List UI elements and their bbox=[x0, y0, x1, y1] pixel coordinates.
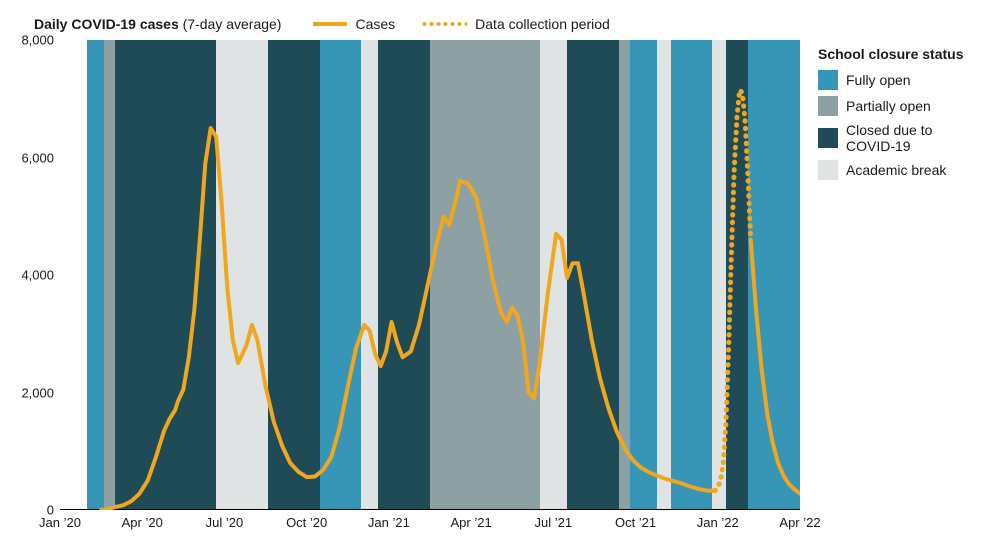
chart-title-bold: Daily COVID-19 cases bbox=[34, 16, 179, 32]
x-tick: Jan ’20 bbox=[39, 509, 81, 530]
status-band-partially_open bbox=[430, 40, 540, 509]
x-tick: Jan ’22 bbox=[697, 509, 739, 530]
x-tick: Jul ’20 bbox=[206, 509, 244, 530]
chart-header: Daily COVID-19 cases (7-day average) Cas… bbox=[16, 16, 984, 32]
status-band-closed_covid bbox=[726, 40, 748, 509]
side-legend-item-fully_open: Fully open bbox=[818, 70, 984, 90]
status-band-academic_break bbox=[540, 40, 567, 509]
status-band-fully_open bbox=[320, 40, 361, 509]
chart-container: Daily COVID-19 cases (7-day average) Cas… bbox=[16, 16, 984, 510]
side-legend-item-academic_break: Academic break bbox=[818, 160, 984, 180]
swatch-closed_covid bbox=[818, 128, 838, 148]
side-legend-label: Closed due to COVID-19 bbox=[846, 122, 984, 154]
x-tick: Jul ’21 bbox=[535, 509, 573, 530]
plot-column: 02,0004,0006,0008,000Jan ’20Apr ’20Jul ’… bbox=[60, 40, 800, 510]
status-band-fully_open bbox=[87, 40, 103, 509]
legend-cases: Cases bbox=[313, 16, 395, 32]
x-tick: Apr ’21 bbox=[451, 509, 492, 530]
y-tick: 6,000 bbox=[21, 150, 60, 165]
side-legend-label: Fully open bbox=[846, 72, 911, 88]
legend-data-collection: Data collection period bbox=[421, 16, 610, 32]
status-band-closed_covid bbox=[115, 40, 216, 509]
status-band-fully_open bbox=[630, 40, 657, 509]
plot-area: 02,0004,0006,0008,000Jan ’20Apr ’20Jul ’… bbox=[60, 40, 800, 510]
legend-cases-label: Cases bbox=[355, 16, 395, 32]
side-legend: School closure status Fully open Partiall… bbox=[818, 40, 984, 186]
line-legend: Cases Data collection period bbox=[313, 16, 609, 32]
side-legend-label: Partially open bbox=[846, 98, 931, 114]
status-band-partially_open bbox=[104, 40, 115, 509]
swatch-fully_open bbox=[818, 70, 838, 90]
side-legend-title: School closure status bbox=[818, 46, 984, 62]
status-band-academic_break bbox=[361, 40, 377, 509]
chart-body-row: 02,0004,0006,0008,000Jan ’20Apr ’20Jul ’… bbox=[16, 40, 984, 510]
side-legend-item-closed_covid: Closed due to COVID-19 bbox=[818, 122, 984, 154]
swatch-academic_break bbox=[818, 160, 838, 180]
side-legend-label: Academic break bbox=[846, 162, 946, 178]
swatch-partially_open bbox=[818, 96, 838, 116]
chart-title: Daily COVID-19 cases (7-day average) bbox=[34, 16, 281, 32]
status-band-academic_break bbox=[712, 40, 726, 509]
side-legend-item-partially_open: Partially open bbox=[818, 96, 984, 116]
legend-cases-swatch bbox=[313, 22, 347, 26]
y-tick: 4,000 bbox=[21, 268, 60, 283]
status-band-closed_covid bbox=[268, 40, 320, 509]
y-tick: 2,000 bbox=[21, 385, 60, 400]
status-band-academic_break bbox=[216, 40, 268, 509]
legend-data-collection-label: Data collection period bbox=[475, 16, 610, 32]
status-band-partially_open bbox=[619, 40, 630, 509]
x-tick: Jan ’21 bbox=[368, 509, 410, 530]
legend-data-collection-swatch bbox=[421, 22, 467, 26]
status-band-closed_covid bbox=[378, 40, 430, 509]
x-tick: Apr ’22 bbox=[779, 509, 820, 530]
status-band-closed_covid bbox=[567, 40, 619, 509]
status-band-fully_open bbox=[671, 40, 712, 509]
status-band-academic_break bbox=[657, 40, 671, 509]
chart-title-paren: (7-day average) bbox=[183, 16, 282, 32]
y-tick: 8,000 bbox=[21, 33, 60, 48]
x-tick: Oct ’20 bbox=[286, 509, 327, 530]
x-tick: Apr ’20 bbox=[122, 509, 163, 530]
x-tick: Oct ’21 bbox=[615, 509, 656, 530]
status-band-fully_open bbox=[748, 40, 800, 509]
